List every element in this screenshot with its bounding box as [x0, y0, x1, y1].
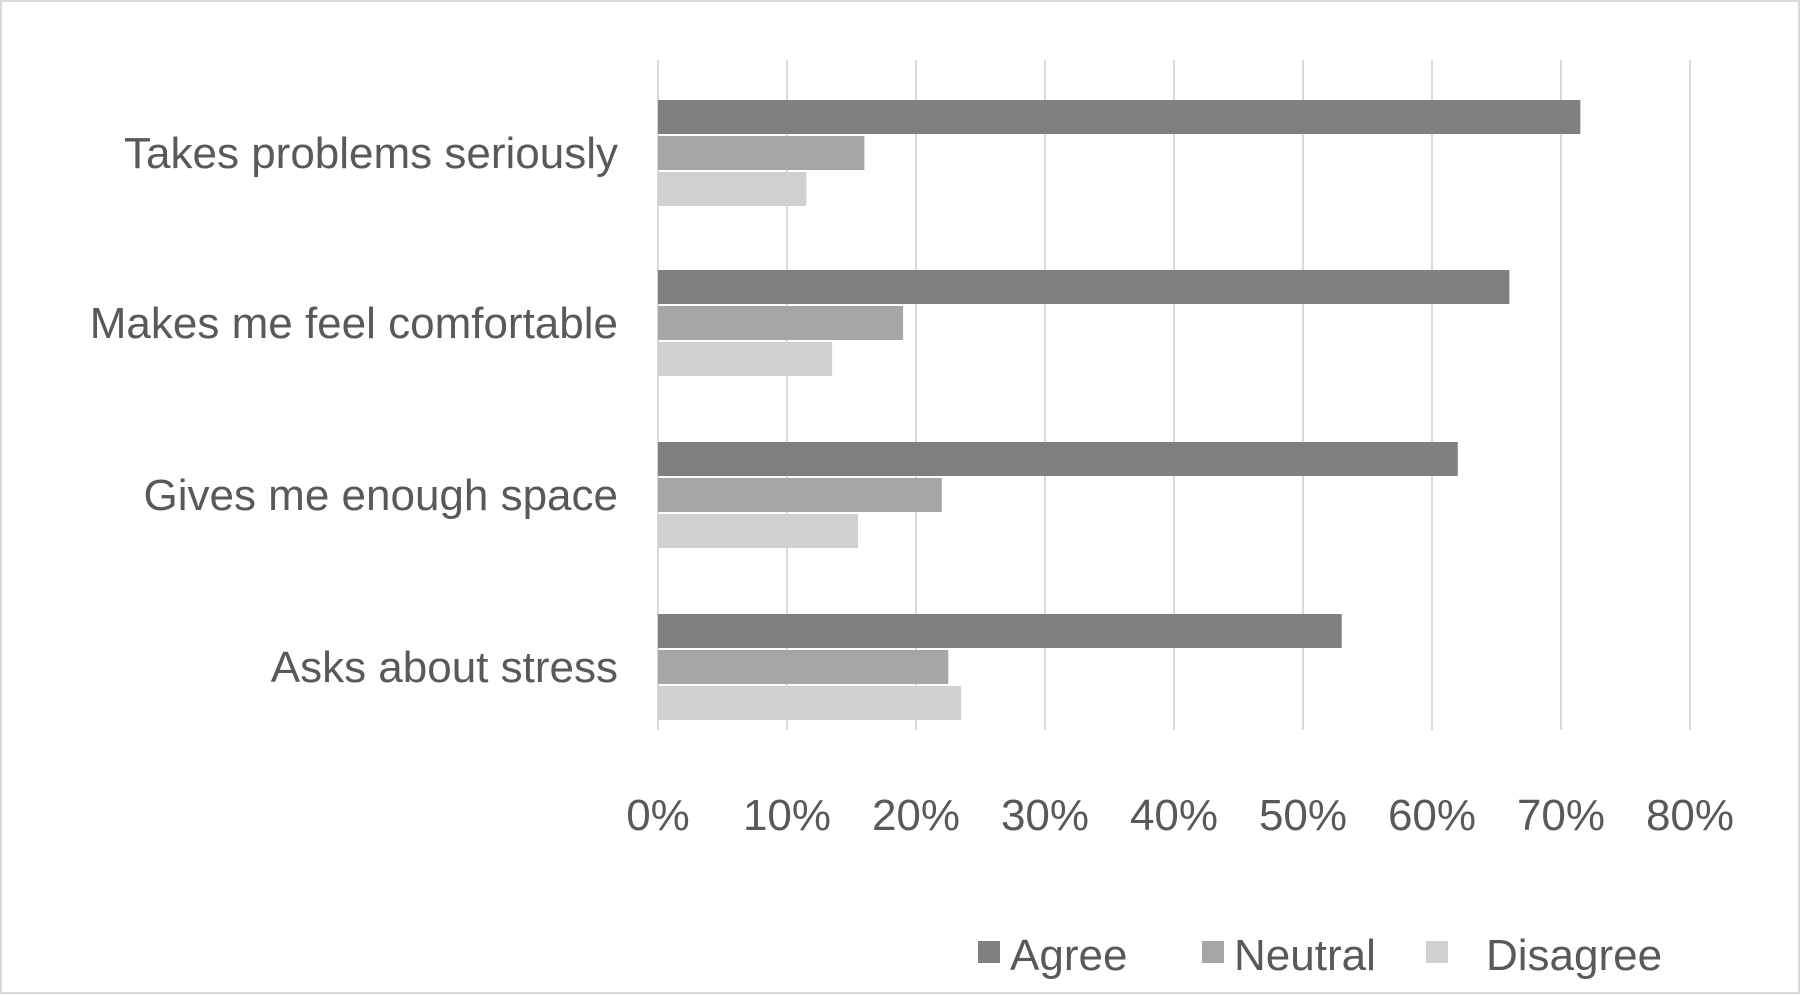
- x-tick-label: 0%: [626, 791, 690, 840]
- bar-disagree: [658, 172, 807, 206]
- bar-neutral: [658, 478, 942, 512]
- legend-label: Disagree: [1486, 931, 1662, 980]
- bar-agree: [658, 100, 1581, 134]
- legend-label: Agree: [1010, 931, 1127, 980]
- x-tick-label: 60%: [1388, 791, 1476, 840]
- category-label: Gives me enough space: [143, 471, 618, 520]
- x-tick-label: 40%: [1130, 791, 1218, 840]
- legend-swatch-agree: [978, 941, 1000, 963]
- x-tick-label: 30%: [1001, 791, 1089, 840]
- x-tick-label: 50%: [1259, 791, 1347, 840]
- bar-disagree: [658, 686, 962, 720]
- x-tick-label: 80%: [1646, 791, 1734, 840]
- category-label: Makes me feel comfortable: [90, 299, 618, 348]
- bar-disagree: [658, 342, 833, 376]
- bar-neutral: [658, 136, 865, 170]
- bar-agree: [658, 442, 1458, 476]
- bar-agree: [658, 270, 1510, 304]
- legend-swatch-neutral: [1202, 941, 1224, 963]
- category-label: Takes problems seriously: [124, 129, 618, 178]
- category-label: Asks about stress: [271, 643, 618, 692]
- x-tick-label: 20%: [872, 791, 960, 840]
- bar-disagree: [658, 514, 858, 548]
- x-tick-label: 10%: [743, 791, 831, 840]
- legend-label: Neutral: [1234, 931, 1376, 980]
- bar-agree: [658, 614, 1342, 648]
- bar-neutral: [658, 306, 904, 340]
- legend-swatch-disagree: [1426, 941, 1448, 963]
- x-tick-label: 70%: [1517, 791, 1605, 840]
- bar-neutral: [658, 650, 949, 684]
